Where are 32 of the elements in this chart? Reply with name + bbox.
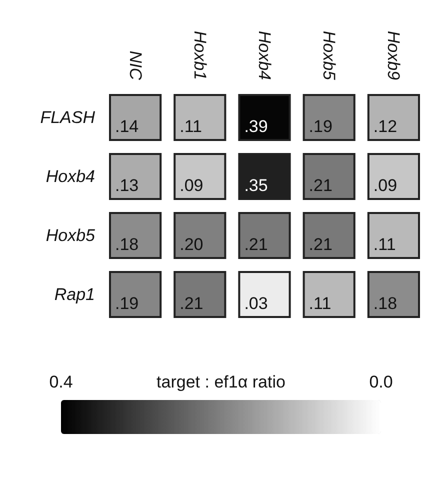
data-label: .09: [180, 176, 204, 195]
data-label: .19: [308, 117, 332, 136]
data-label: .18: [373, 294, 398, 313]
y-tick-label: Hoxb5: [46, 226, 96, 245]
x-tick-label: Hoxb4: [255, 30, 274, 80]
data-label: .20: [180, 235, 204, 254]
data-label: .09: [373, 176, 398, 195]
data-label: .13: [115, 176, 139, 195]
y-tick-label: Hoxb4: [46, 167, 95, 186]
data-label: .19: [115, 294, 139, 313]
data-label: .03: [244, 294, 268, 313]
data-label: .21: [308, 176, 332, 195]
x-tick-label: Hoxb1: [190, 30, 210, 80]
data-label: .11: [180, 117, 202, 136]
color-bar-label: 0.0: [369, 372, 393, 392]
data-label: .21: [244, 235, 268, 254]
y-tick-label: Rap1: [54, 285, 95, 304]
data-label: .12: [373, 117, 398, 136]
y-tick-label: FLASH: [40, 108, 96, 127]
data-label: .39: [244, 117, 268, 136]
data-label: .11: [373, 235, 396, 254]
color-bar-label: 0.4: [49, 372, 73, 392]
data-label: .35: [244, 176, 268, 195]
data-label: .18: [115, 235, 139, 254]
color-bar-title: target : ef1α ratio: [156, 372, 286, 392]
data-label: .14: [115, 117, 139, 136]
data-label: .21: [180, 294, 204, 313]
data-label: .21: [308, 235, 332, 254]
data-label: .11: [308, 294, 332, 313]
x-tick-label: Hoxb5: [320, 30, 339, 81]
x-tick-label: NIC: [126, 50, 145, 81]
x-tick-label: Hoxb9: [384, 30, 404, 81]
